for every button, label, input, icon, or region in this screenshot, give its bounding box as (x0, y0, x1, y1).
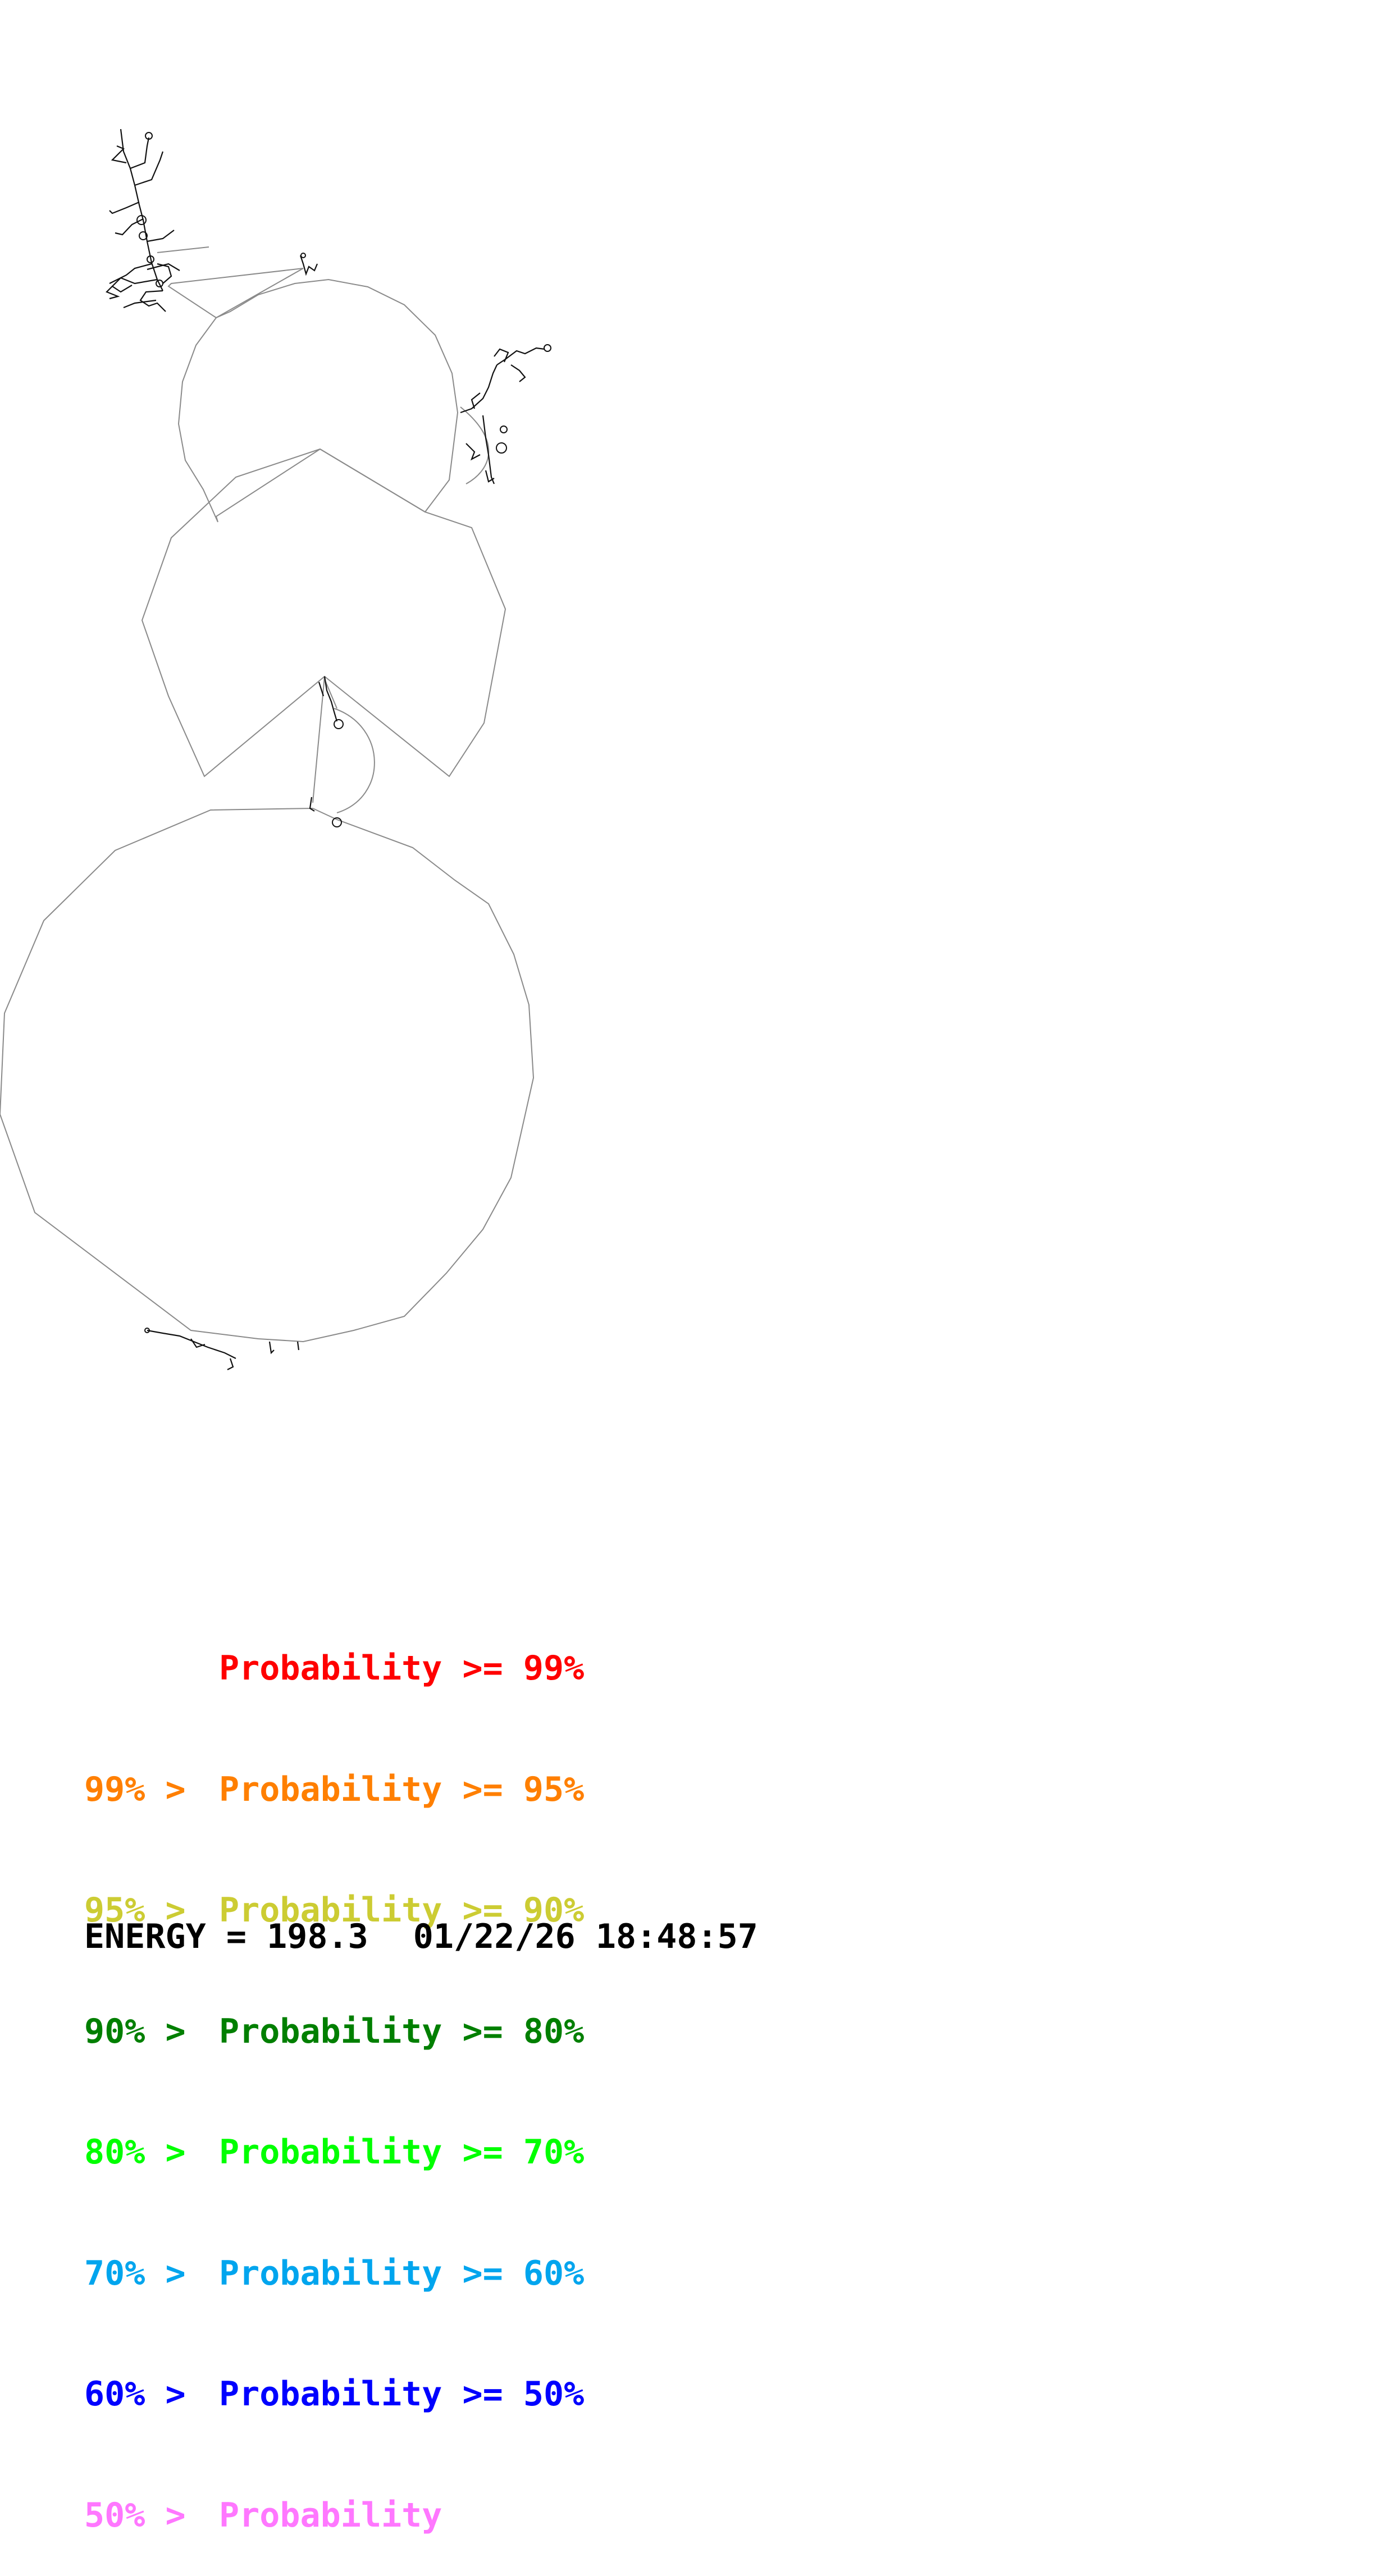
multiloop-top (177, 278, 459, 523)
legend-row: 50% > Probability (84, 2495, 584, 2537)
side-arc (334, 708, 375, 813)
legend-row: Probability >= 99% (84, 1648, 584, 1690)
legend-label: Probability >= 60% (219, 2253, 585, 2293)
legend-lower-bound: 99% > (84, 1769, 186, 1809)
energy-value: ENERGY = 198.3 (84, 1917, 368, 1956)
stem-lower-junction (309, 797, 342, 827)
legend-lower-bound: 60% > (84, 2374, 186, 2414)
probability-legend: Probability >= 99% 99% > Probability >= 9… (84, 1569, 584, 2576)
legend-label: Probability >= 90% (219, 1891, 585, 1930)
legend-label: Probability >= 95% (219, 1769, 585, 1809)
connector-stem (157, 246, 209, 253)
legend-label: Probability >= 70% (219, 2133, 585, 2172)
legend-row: 95% > Probability >= 90% (84, 1889, 584, 1932)
legend-lower-bound: 70% > (84, 2253, 186, 2293)
connector-stem (216, 268, 304, 318)
multiloop-bottom (0, 808, 535, 1343)
legend-row: 70% > Probability >= 60% (84, 2253, 584, 2295)
legend-lower-bound: 90% > (84, 2011, 186, 2051)
timestamp: 01/22/26 18:48:57 (413, 1917, 758, 1956)
legend-label: Probability >= 99% (219, 1649, 585, 1688)
hairpin-cluster-bottom (144, 1328, 300, 1370)
legend-label: Probability (219, 2495, 442, 2535)
hairpin-cluster-top-mid (299, 253, 318, 276)
legend-lower-bound: 50% > (84, 2495, 186, 2535)
rna-secondary-structure-diagram (0, 129, 551, 1370)
legend-lower-bound: 80% > (84, 2133, 186, 2172)
hairpin-cluster-top-left (106, 129, 180, 312)
connector-stem (324, 679, 337, 709)
legend-row: 80% > Probability >= 70% (84, 2131, 584, 2174)
legend-lower-bound: 95% > (84, 1891, 186, 1930)
connector-stem (167, 268, 304, 318)
hairpin-cluster-right (460, 344, 551, 484)
energy-footer: ENERGY = 198.3 01/22/26 18:48:57 (84, 1917, 758, 1956)
legend-label: Probability >= 50% (219, 2374, 585, 2414)
legend-row: 60% > Probability >= 50% (84, 2373, 584, 2416)
stem-middle-junction (318, 676, 344, 729)
multiloop-middle (141, 449, 506, 777)
connector-stem (312, 676, 325, 803)
legend-row: 90% > Probability >= 80% (84, 2011, 584, 2053)
side-arc (460, 406, 490, 484)
legend-row: 99% > Probability >= 95% (84, 1769, 584, 1811)
legend-label: Probability >= 80% (219, 2011, 585, 2051)
